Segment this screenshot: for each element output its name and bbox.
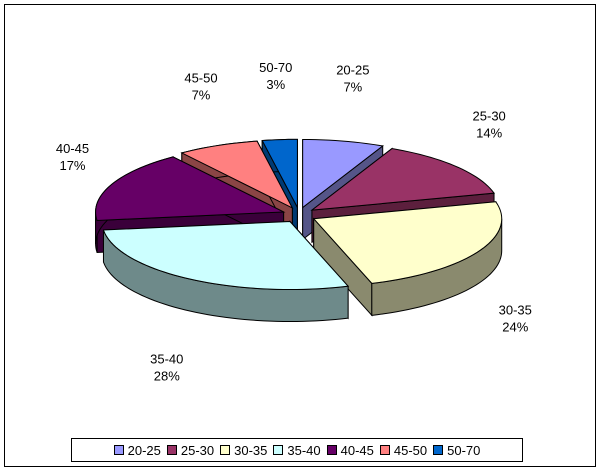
slice-label-percent: 7% — [343, 80, 362, 95]
slice-top — [310, 148, 495, 211]
slice-label-percent: 17% — [59, 158, 85, 173]
legend-swatch — [166, 445, 177, 455]
legend-label: 50-70 — [447, 442, 481, 458]
pie-slice-35-40 — [102, 220, 350, 323]
slice-top — [312, 201, 503, 284]
legend: 20-25 25-30 30-35 35-40 40-45 45-50 50-70 — [71, 438, 523, 462]
legend-item-35-40: 35-40 — [273, 442, 321, 458]
slice-top — [302, 138, 384, 209]
legend-swatch — [379, 445, 390, 455]
legend-item-40-45: 40-45 — [326, 442, 374, 458]
slice-label-category: 50-70 — [259, 60, 292, 75]
legend-item-20-25: 20-25 — [113, 442, 161, 458]
slice-label-category: 30-35 — [499, 302, 532, 317]
legend-label: 30-35 — [234, 442, 268, 458]
slice-label-percent: 24% — [502, 319, 528, 334]
legend-item-45-50: 45-50 — [379, 442, 428, 458]
legend-item-30-35: 30-35 — [220, 443, 267, 458]
pie-slice-30-35 — [312, 201, 503, 317]
slice-label-category: 45-50 — [184, 70, 217, 85]
legend-item-50-70: 50-70 — [433, 443, 480, 458]
legend-label: 40-45 — [340, 442, 374, 458]
slice-label-percent: 28% — [154, 369, 180, 384]
legend-swatch — [433, 445, 444, 455]
legend-label: 45-50 — [393, 442, 428, 458]
slice-top — [261, 138, 298, 208]
slice-label-percent: 3% — [266, 77, 285, 92]
legend-label: 25-30 — [180, 442, 215, 458]
slice-label-category: 35-40 — [150, 352, 183, 367]
slice-top — [95, 156, 286, 221]
slice-top — [102, 220, 350, 291]
slice-label-category: 25-30 — [473, 109, 506, 124]
legend-swatch — [326, 445, 337, 455]
slice-label-percent: 7% — [192, 87, 211, 102]
legend-item-25-30: 25-30 — [166, 442, 215, 458]
slice-label-percent: 14% — [476, 126, 502, 141]
legend-swatch — [273, 445, 284, 455]
legend-label: 20-25 — [127, 442, 161, 458]
legend-label: 35-40 — [287, 442, 321, 458]
slice-label-category: 40-45 — [56, 141, 89, 156]
legend-swatch — [220, 445, 231, 455]
slice-label-category: 20-25 — [336, 63, 369, 78]
slice-top — [180, 140, 294, 210]
legend-swatch — [113, 445, 124, 455]
